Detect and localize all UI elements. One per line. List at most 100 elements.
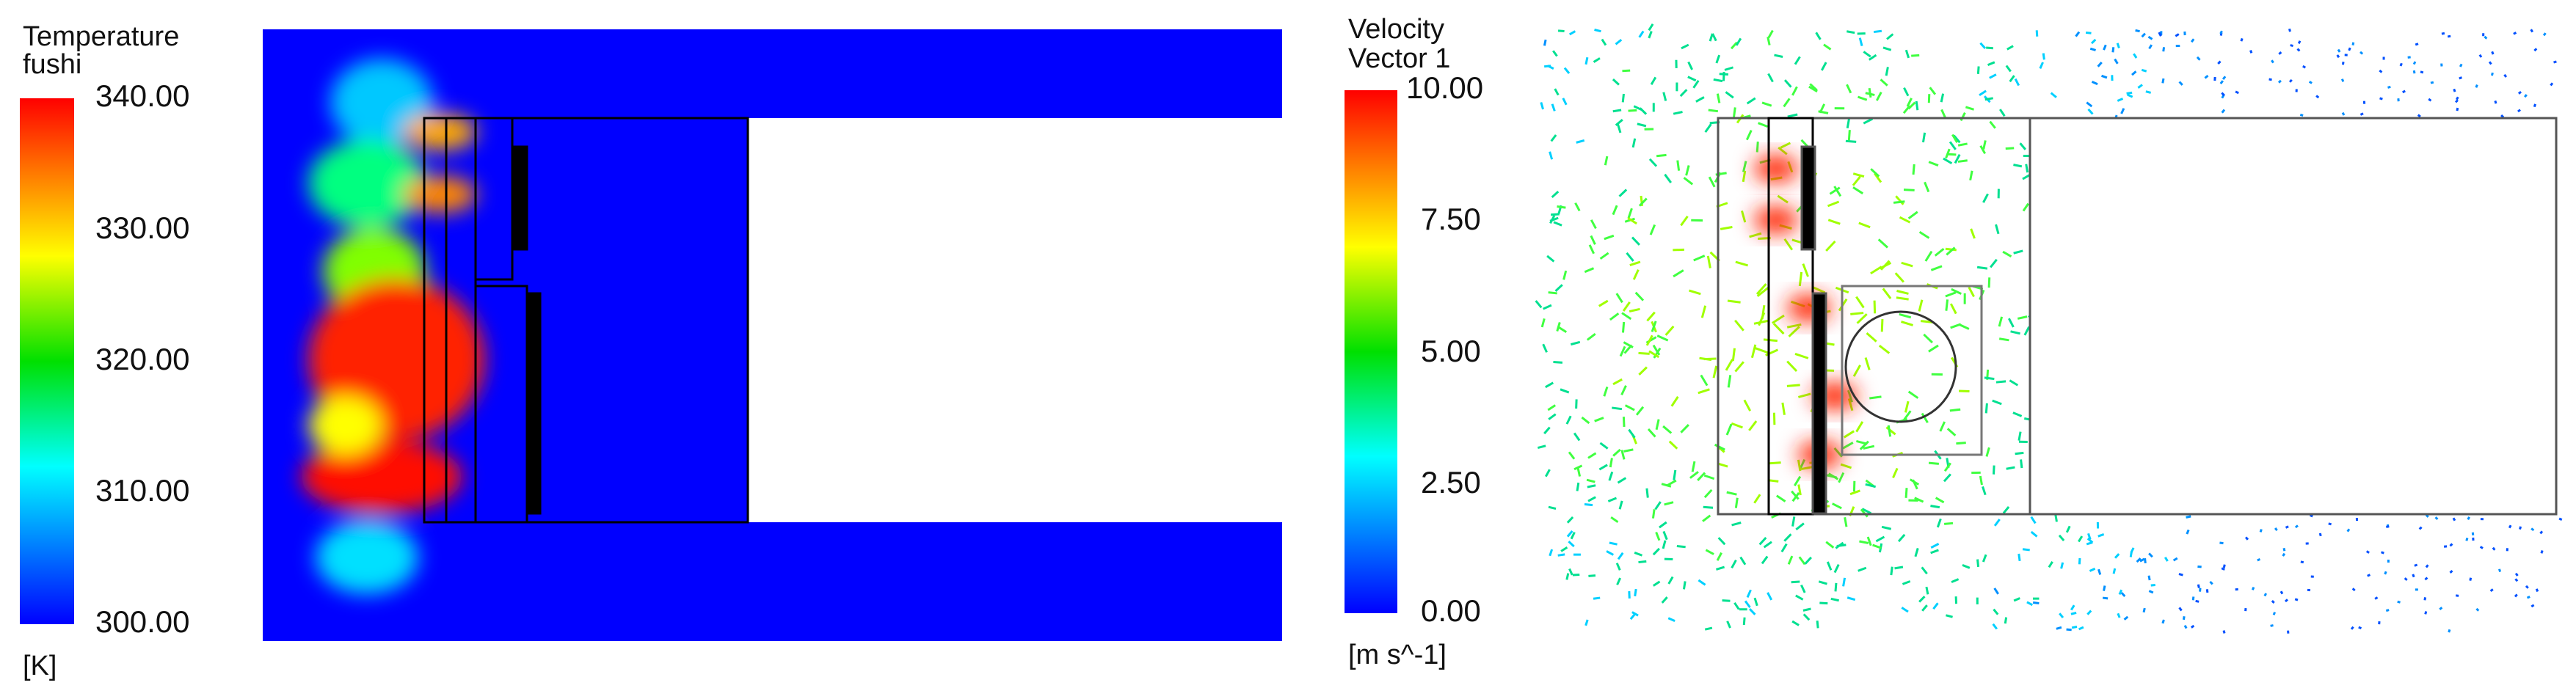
vector-arrow (1880, 260, 1891, 271)
vector-arrow (1604, 155, 1609, 166)
plume (316, 521, 418, 594)
vector-arrow (1565, 415, 1572, 425)
vector-arrow (1767, 37, 1771, 45)
vector-arrow (1823, 43, 1832, 51)
vector-arrow (1992, 465, 1995, 475)
vector-arrow (2244, 536, 2249, 541)
unit-outline (423, 117, 749, 524)
vector-arrow (1734, 361, 1744, 373)
vector-arrow (2449, 570, 2453, 574)
vector-arrow (1700, 374, 1709, 387)
vector-arrow (1968, 286, 1975, 298)
vector-arrow (1795, 522, 1805, 531)
vector-arrow (2086, 541, 2093, 546)
vector-arrow (1650, 76, 1657, 85)
vector-arrow (1610, 516, 1619, 524)
vector-arrow (2141, 32, 2146, 38)
vector-arrow (1570, 340, 1581, 346)
vector-arrow (2135, 29, 2140, 33)
vector-arrow (1731, 521, 1742, 527)
vector-arrow (2271, 600, 2275, 604)
vector-arrow (1993, 608, 1999, 615)
vector-arrow (1992, 399, 2002, 406)
colorbar (20, 98, 74, 624)
vector-arrow (1880, 78, 1888, 87)
vector-arrow (1668, 440, 1678, 450)
vector-arrow (1664, 173, 1672, 183)
vector-arrow (2492, 546, 2496, 551)
vector-arrow (1680, 216, 1689, 227)
vector-arrow (1599, 442, 1609, 450)
vector-arrow (1846, 84, 1852, 94)
vector-arrow (2424, 577, 2428, 581)
vector-arrow (2054, 514, 2058, 522)
vector-arrow (1659, 521, 1667, 529)
vector-arrow (1708, 176, 1716, 188)
vector-arrow (1949, 303, 1957, 315)
vector-arrow (2459, 63, 2463, 67)
vector-arrow (2288, 28, 2291, 32)
vector-arrow (1869, 395, 1882, 400)
vector-arrow (1930, 549, 1939, 555)
vector-arrow (1863, 51, 1871, 58)
vector-arrow (2111, 47, 2115, 53)
vector-arrow (1606, 550, 1614, 556)
vector-arrow (1687, 61, 1694, 70)
vector-arrow (1918, 299, 1924, 312)
vector-arrow (2467, 516, 2470, 521)
vector-arrow (2340, 78, 2345, 82)
vector-arrow (1861, 508, 1872, 515)
vector-arrow (2005, 147, 2015, 150)
vector-arrow (2010, 330, 2020, 335)
vector-arrow (1921, 412, 1929, 423)
vector-arrow (2097, 568, 2102, 575)
vector-arrow (2420, 70, 2424, 74)
vector-arrow (1708, 109, 1719, 113)
vector-arrow (1638, 366, 1648, 376)
vector-arrow (1838, 472, 1845, 483)
vector-arrow (1543, 426, 1551, 435)
vector-arrow (1622, 301, 1631, 312)
vector-arrow (1713, 78, 1723, 83)
vector-arrow (1979, 475, 1983, 486)
vector-arrow (2379, 69, 2383, 73)
vector-arrow (1772, 323, 1785, 335)
vector-arrow (2300, 560, 2304, 564)
vector-arrow (1797, 484, 1802, 496)
vector-arrow (1725, 359, 1733, 371)
vector-arrow (1912, 164, 1915, 175)
vector-arrow (1960, 111, 1966, 122)
vector-arrow (1928, 461, 1939, 465)
vector-arrow (1730, 41, 1738, 50)
vector-arrow (2290, 44, 2293, 48)
vector-arrow (1761, 555, 1769, 565)
vector-arrow (1763, 541, 1772, 549)
vector-arrow (1868, 87, 1872, 98)
vector-arrow (1849, 489, 1860, 496)
vector-arrow (2032, 601, 2040, 604)
vector-arrow (2294, 524, 2299, 529)
vector-arrow (2498, 568, 2502, 573)
vector-arrow (1676, 160, 1681, 171)
vector-arrow (2240, 37, 2244, 42)
vector-arrow (2249, 50, 2253, 54)
vector-arrow (2022, 548, 2030, 552)
vector-arrow (1847, 596, 1856, 601)
vector-arrow (2070, 604, 2075, 611)
vector-arrow (1951, 578, 1960, 584)
geometry (423, 117, 749, 524)
vector-arrow (2008, 318, 2015, 328)
vector-arrow (2525, 585, 2529, 589)
vector-arrow (2217, 60, 2222, 65)
vector-arrow (1612, 378, 1623, 386)
vector-arrow (2131, 70, 2137, 76)
colorbar-tick: 2.50 (1421, 465, 1481, 499)
vector-arrow (2002, 506, 2010, 514)
vector-arrow (1566, 530, 1573, 538)
vector-arrow (1664, 501, 1674, 506)
vector-arrow (1832, 502, 1842, 510)
vector-arrow (1549, 151, 1554, 160)
vector-arrow (1939, 421, 1946, 432)
vector-arrow (1623, 448, 1634, 453)
vector-arrow (2425, 564, 2429, 568)
